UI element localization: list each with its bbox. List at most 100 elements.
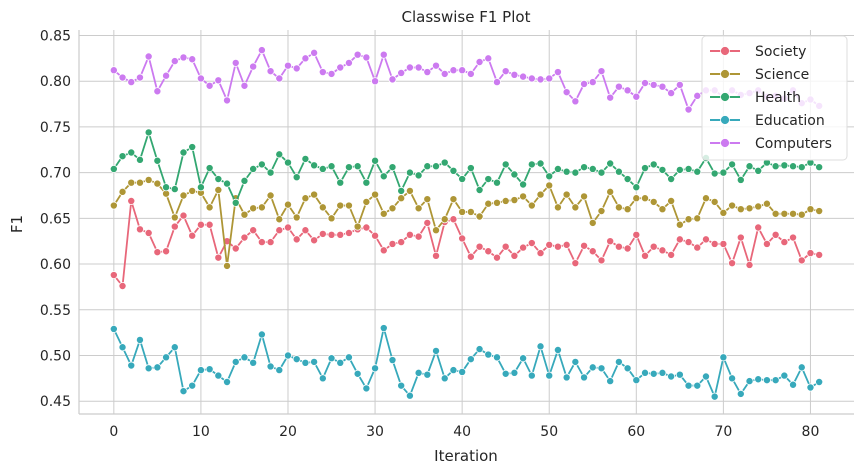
- data-point: [754, 223, 763, 232]
- data-point: [179, 387, 188, 396]
- data-point: [719, 353, 728, 362]
- data-point: [179, 191, 188, 200]
- data-point: [214, 253, 223, 262]
- data-point: [249, 358, 258, 367]
- x-tick-label: 20: [279, 424, 297, 440]
- data-point: [292, 235, 301, 244]
- data-point: [728, 259, 737, 268]
- data-point: [641, 194, 650, 203]
- data-point: [109, 324, 118, 333]
- data-point: [379, 324, 388, 333]
- data-point: [745, 162, 754, 171]
- data-point: [510, 70, 519, 79]
- legend: Society Science Health Education Computers: [701, 35, 848, 161]
- data-point: [301, 358, 310, 367]
- data-point: [614, 82, 623, 91]
- data-point: [527, 160, 536, 169]
- data-point: [501, 196, 510, 205]
- data-point: [144, 128, 153, 137]
- data-point: [275, 150, 284, 159]
- data-point: [162, 247, 171, 256]
- data-point: [301, 154, 310, 163]
- data-point: [536, 159, 545, 168]
- data-point: [371, 364, 380, 373]
- data-point: [797, 256, 806, 265]
- data-point: [693, 91, 702, 100]
- data-point: [118, 281, 127, 290]
- data-point: [684, 105, 693, 114]
- data-point: [423, 162, 432, 171]
- data-point: [675, 165, 684, 174]
- data-point: [301, 54, 310, 63]
- data-point: [231, 357, 240, 366]
- data-point: [562, 88, 571, 97]
- data-point: [545, 371, 554, 380]
- legend-swatch-marker: [720, 138, 730, 148]
- data-point: [240, 176, 249, 185]
- data-point: [501, 369, 510, 378]
- data-point: [519, 192, 528, 201]
- legend-item-education: Education: [710, 113, 825, 129]
- data-point: [536, 342, 545, 351]
- data-point: [344, 353, 353, 362]
- x-tick-label: 10: [192, 424, 210, 440]
- data-point: [632, 376, 641, 385]
- legend-swatch-marker: [720, 69, 730, 79]
- data-point: [545, 74, 554, 83]
- data-point: [449, 195, 458, 204]
- data-point: [458, 234, 467, 243]
- data-point: [196, 183, 205, 192]
- data-point: [405, 63, 414, 72]
- data-point: [562, 190, 571, 199]
- data-point: [266, 362, 275, 371]
- data-point: [170, 185, 179, 194]
- data-point: [562, 240, 571, 249]
- data-point: [405, 230, 414, 239]
- data-point: [153, 248, 162, 257]
- data-point: [353, 222, 362, 231]
- data-point: [641, 79, 650, 88]
- data-point: [301, 194, 310, 203]
- x-tick-label: 40: [453, 424, 471, 440]
- data-point: [492, 253, 501, 262]
- data-point: [344, 228, 353, 237]
- data-point: [283, 158, 292, 167]
- data-point: [649, 242, 658, 251]
- data-point: [310, 236, 319, 245]
- data-point: [214, 175, 223, 184]
- data-point: [109, 201, 118, 210]
- data-point: [249, 226, 258, 235]
- data-point: [815, 207, 824, 216]
- data-point: [423, 195, 432, 204]
- data-point: [188, 55, 197, 64]
- data-point: [214, 185, 223, 194]
- data-point: [196, 74, 205, 83]
- data-point: [501, 160, 510, 169]
- data-point: [292, 64, 301, 73]
- data-point: [466, 69, 475, 78]
- data-point: [745, 204, 754, 213]
- data-point: [327, 230, 336, 239]
- data-point: [127, 78, 136, 87]
- data-point: [762, 199, 771, 208]
- series-line: [113, 327, 820, 398]
- data-point: [614, 203, 623, 212]
- data-point: [179, 148, 188, 157]
- data-point: [623, 244, 632, 253]
- y-tick-label: 0.45: [40, 394, 71, 410]
- data-point: [449, 366, 458, 375]
- data-point: [632, 194, 641, 203]
- data-point: [397, 68, 406, 77]
- data-point: [588, 164, 597, 173]
- data-point: [736, 389, 745, 398]
- data-point: [188, 381, 197, 390]
- data-point: [432, 61, 441, 70]
- x-axis-label: Iteration: [434, 447, 498, 465]
- y-tick-label: 0.85: [40, 28, 71, 44]
- data-point: [275, 74, 284, 83]
- data-point: [344, 58, 353, 67]
- data-point: [736, 175, 745, 184]
- data-point: [205, 220, 214, 229]
- data-point: [736, 205, 745, 214]
